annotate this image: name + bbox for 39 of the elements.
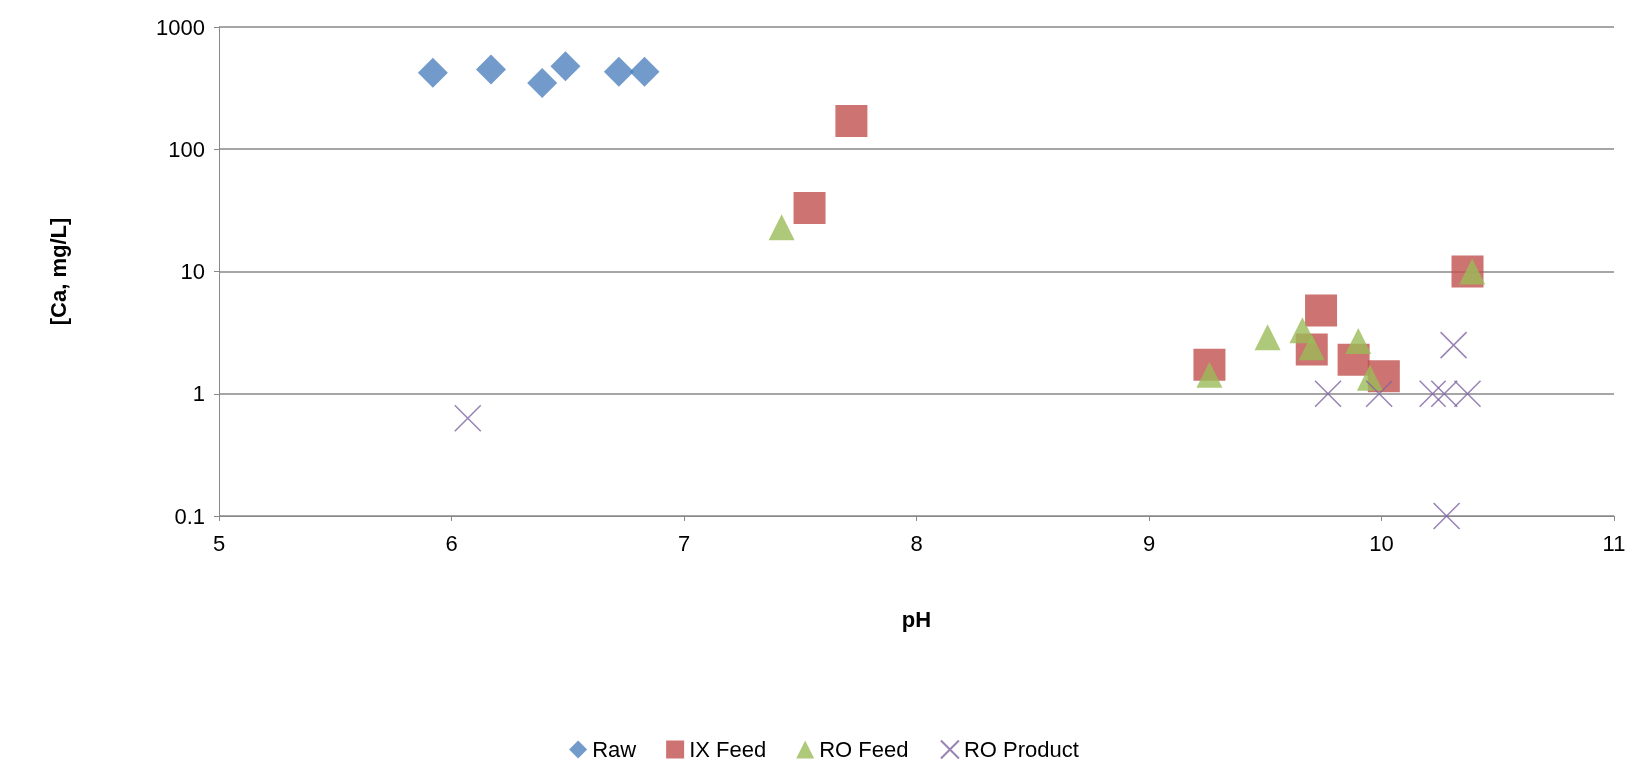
point	[1453, 380, 1482, 408]
point	[793, 192, 826, 225]
point	[1430, 380, 1459, 408]
point	[1432, 502, 1461, 530]
point	[1305, 294, 1338, 327]
point	[417, 57, 448, 88]
y-tick-label: 1000	[156, 14, 205, 40]
x-tick-label: 8	[910, 530, 923, 556]
y-tick-label: 1	[192, 381, 205, 407]
point	[1254, 324, 1281, 351]
point	[1365, 380, 1393, 408]
point	[550, 51, 581, 82]
y-tick-label: 100	[168, 136, 205, 162]
legend-label: RO Feed	[819, 737, 909, 762]
y-tick-label: 10	[180, 259, 205, 284]
point	[768, 214, 795, 241]
point	[603, 56, 634, 87]
x-tick-label: 7	[677, 530, 691, 556]
point	[1345, 328, 1372, 355]
x-tick-label: 9	[1142, 530, 1156, 556]
x-tick-label: 11	[1602, 530, 1626, 556]
x-axis-title: pH	[901, 606, 932, 632]
point	[1314, 380, 1342, 408]
point	[454, 404, 482, 433]
point	[476, 54, 507, 85]
x-tick-label: 10	[1369, 530, 1394, 556]
point	[1439, 331, 1468, 359]
point	[1356, 364, 1383, 391]
x-tick-label: 5	[212, 530, 226, 556]
y-tick-label: 0.1	[174, 503, 205, 529]
legend-label: RO Product	[963, 737, 1079, 762]
legend-label: Raw	[592, 737, 637, 762]
point	[629, 56, 660, 87]
legend-label: IX Feed	[689, 737, 767, 762]
y-axis-title: [Ca, mg/L]	[45, 217, 71, 326]
point	[527, 67, 558, 98]
x-tick-label: 6	[445, 530, 458, 556]
point	[835, 105, 868, 138]
point	[1418, 380, 1447, 408]
